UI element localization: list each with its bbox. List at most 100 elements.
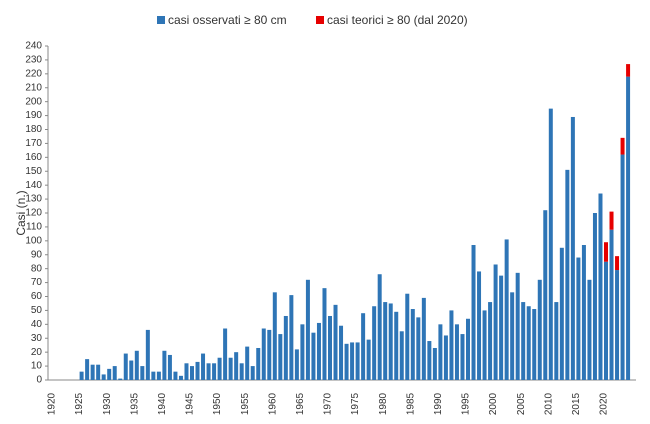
bar: [212, 363, 217, 380]
x-tick-label: 2005: [516, 392, 527, 415]
bar: [239, 363, 244, 380]
bar: [311, 332, 316, 380]
y-tick-label: 0: [36, 375, 42, 386]
bar: [510, 292, 515, 380]
bar: [626, 64, 631, 77]
x-tick-label: 1960: [267, 392, 278, 415]
y-tick-label: 50: [31, 305, 43, 316]
legend-swatch: [316, 16, 324, 24]
y-tick-label: 130: [25, 194, 42, 205]
bar: [609, 211, 614, 230]
bar: [399, 331, 404, 380]
y-tick-label: 150: [25, 166, 42, 177]
x-tick-label: 1935: [129, 392, 140, 415]
bar: [504, 239, 509, 380]
bar: [521, 302, 526, 380]
bar: [328, 315, 332, 380]
y-tick-label: 120: [25, 208, 42, 219]
y-tick-label: 80: [31, 263, 43, 274]
x-tick-label: 1940: [157, 392, 168, 415]
bar: [223, 328, 228, 380]
bar: [405, 293, 410, 380]
bar: [107, 368, 112, 380]
bar: [178, 375, 183, 380]
x-tick-label: 1995: [461, 392, 472, 415]
bar: [145, 329, 150, 380]
bar: [256, 347, 261, 380]
y-tick-label: 70: [31, 277, 43, 288]
bar: [559, 247, 564, 380]
bar: [96, 364, 101, 380]
bar: [261, 328, 266, 380]
bar: [537, 279, 542, 380]
bar: [427, 341, 432, 380]
bar: [493, 264, 498, 380]
bar: [101, 374, 106, 380]
bar: [421, 297, 426, 380]
bar: [217, 357, 222, 380]
y-tick-label: 140: [25, 180, 42, 191]
y-tick-label: 210: [25, 82, 42, 93]
bar: [162, 350, 167, 380]
x-tick-label: 1970: [323, 392, 334, 415]
bar: [85, 359, 90, 380]
bar: [416, 317, 421, 380]
bar: [228, 357, 233, 380]
x-tick-label: 2020: [599, 392, 610, 415]
bar: [543, 210, 548, 380]
y-tick-label: 160: [25, 152, 42, 163]
x-tick-label: 1930: [102, 392, 113, 415]
y-axis-label: Casi (n.): [14, 190, 28, 235]
bar: [173, 371, 178, 380]
x-tick-label: 2015: [571, 392, 582, 415]
bar: [581, 245, 586, 380]
bar: [460, 334, 465, 380]
bar: [250, 366, 255, 380]
bar: [79, 371, 84, 380]
bar: [620, 154, 625, 380]
bar: [195, 361, 200, 380]
bar: [598, 193, 603, 380]
bar: [316, 322, 321, 380]
bar: [443, 335, 448, 380]
bar: [278, 334, 283, 380]
bar: [339, 325, 344, 380]
x-tick-label: 1955: [240, 392, 251, 415]
bar: [156, 371, 161, 380]
y-tick-label: 10: [31, 361, 43, 372]
bar: [570, 116, 575, 380]
y-tick-label: 200: [25, 96, 42, 107]
bar: [234, 352, 239, 380]
bar: [134, 350, 139, 380]
bar: [592, 213, 597, 380]
bar: [548, 108, 553, 380]
bar: [515, 272, 520, 380]
bar: [190, 366, 194, 380]
x-tick-label: 1965: [295, 392, 306, 415]
bar: [471, 245, 476, 380]
bar: [151, 371, 156, 380]
x-tick-label: 1945: [185, 392, 196, 415]
x-tick-label: 1925: [74, 392, 85, 415]
bar: [576, 257, 581, 380]
bar: [383, 302, 388, 380]
x-tick-label: 2000: [488, 392, 499, 415]
y-tick-label: 90: [31, 249, 43, 260]
y-tick-label: 190: [25, 110, 42, 121]
x-tick-label: 1975: [350, 392, 361, 415]
bar: [410, 309, 415, 380]
bar: [609, 229, 614, 380]
bar: [366, 339, 371, 380]
bar: [140, 366, 145, 380]
bar: [322, 288, 327, 380]
x-tick-label: 1980: [378, 392, 389, 415]
bar: [283, 315, 288, 380]
bar: [372, 306, 377, 380]
bar: [377, 274, 382, 380]
y-tick-label: 240: [25, 41, 42, 52]
y-tick-label: 20: [31, 347, 43, 358]
bar: [604, 242, 608, 262]
bar: [361, 313, 366, 380]
bar: [129, 360, 134, 380]
